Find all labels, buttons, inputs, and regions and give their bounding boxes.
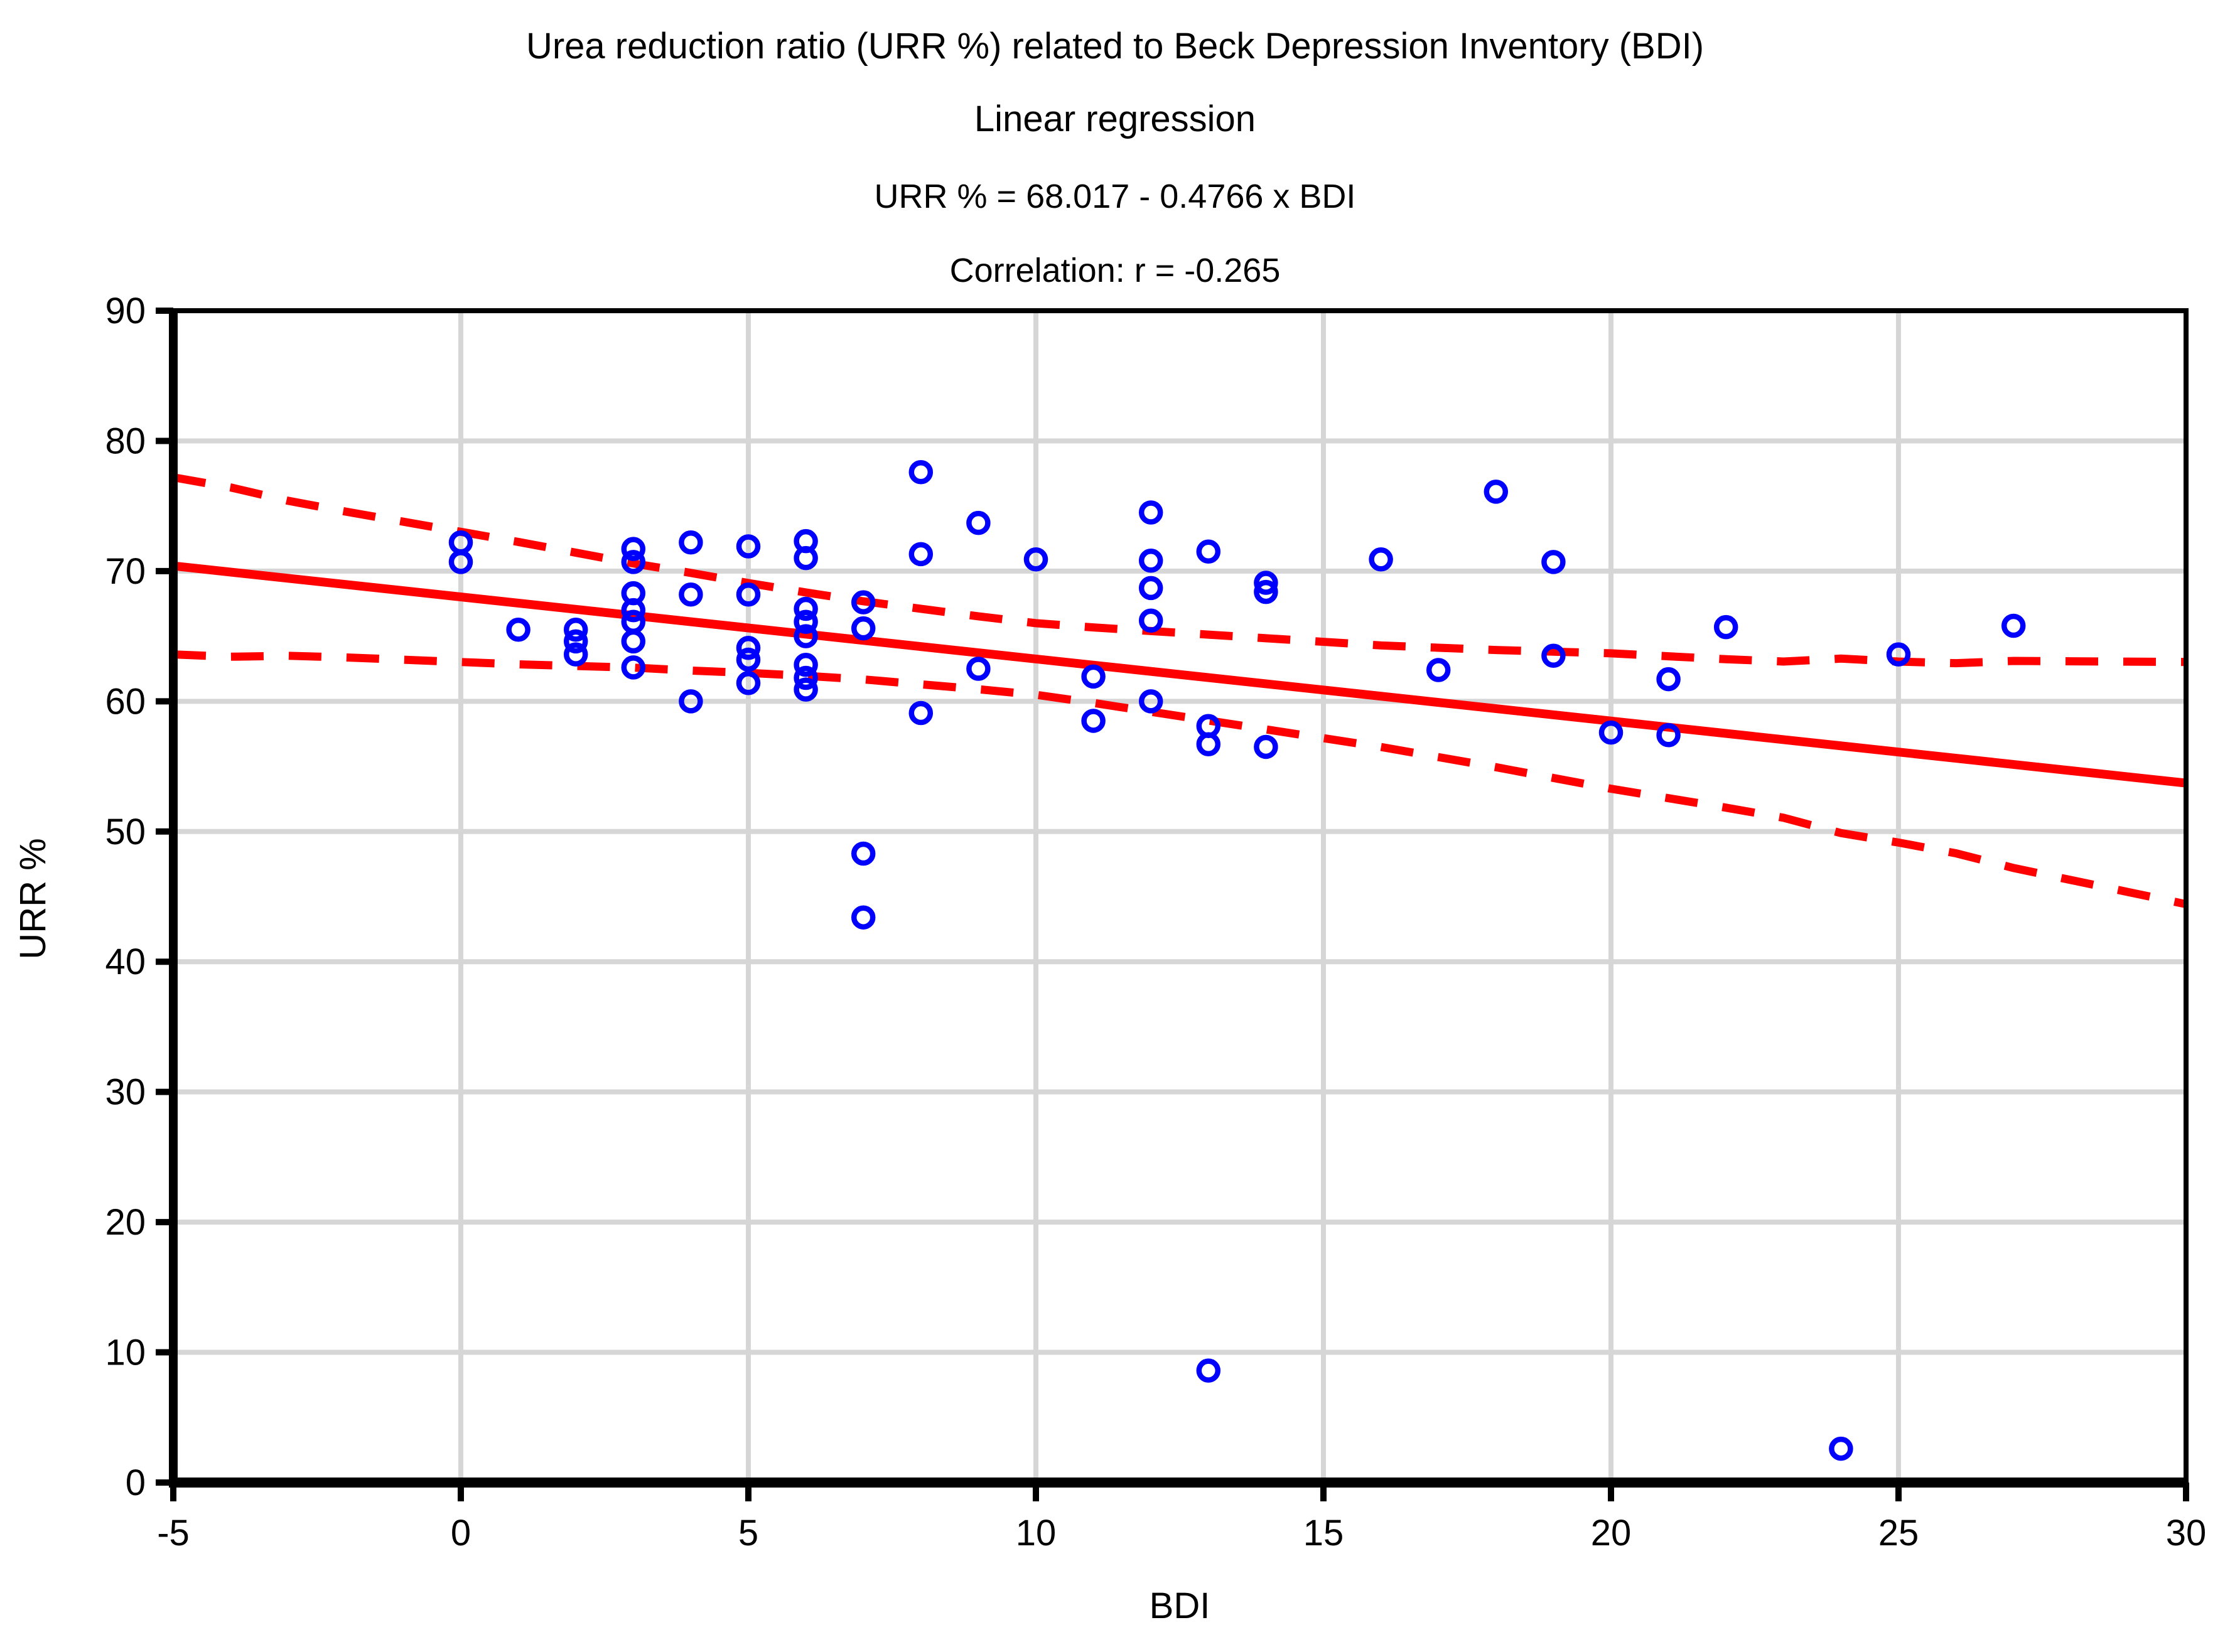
confidence-band-upper [172,473,2187,668]
data-point [679,689,703,714]
data-point [851,616,876,641]
data-point [679,582,703,607]
x-tick-label: 20 [1591,1513,1632,1553]
y-tick-label: 10 [105,1333,146,1373]
data-point [1196,1358,1221,1383]
data-point [621,550,646,574]
x-tick-label: -5 [157,1513,190,1553]
data-point [1656,723,1681,748]
data-point [794,677,818,702]
chart-subtitle: Linear regression [974,99,1256,139]
data-point [1138,689,1163,714]
y-tick-label: 40 [105,941,146,982]
data-point [1426,658,1451,682]
y-tick-label: 30 [105,1072,146,1113]
y-tick-label: 70 [105,551,146,592]
data-point [908,542,934,567]
x-tick-label: 15 [1303,1513,1344,1553]
data-point [1081,709,1106,733]
data-point [1138,608,1163,633]
data-point [1598,720,1624,745]
data-point [1254,734,1278,759]
y-tick-label: 0 [126,1462,146,1503]
data-point [1369,547,1393,572]
data-point [794,596,818,621]
data-point [1254,579,1278,604]
data-point [736,582,761,607]
data-point [1138,549,1163,573]
data-point [679,530,703,555]
x-axis-title: BDI [1150,1585,1210,1626]
y-tick-label: 50 [105,812,146,852]
data-point [966,657,991,681]
data-point [506,617,531,642]
x-tick-label: 25 [1878,1513,1919,1553]
correlation-label: Correlation: r = -0.265 [949,252,1281,289]
data-point [621,655,646,680]
data-point [966,510,991,535]
data-point [621,598,646,623]
data-point [736,647,761,672]
y-tick-label: 90 [105,291,146,331]
data-point [1196,732,1221,757]
data-point [1541,643,1566,668]
data-point [1713,614,1738,640]
y-tick-label: 80 [105,421,146,461]
data-point [1023,547,1048,572]
data-point [851,590,876,614]
data-point [1081,664,1106,689]
data-point [563,642,588,667]
data-point [736,636,761,660]
data-point [1886,642,1911,667]
data-point [1829,1436,1853,1461]
data-point [794,665,818,690]
y-axis-title: URR % [13,838,53,959]
data-point [1656,667,1681,692]
regression-equation: URR % = 68.017 - 0.4766 x BDI [874,178,1356,215]
data-point [563,629,588,654]
x-tick-label: 5 [738,1513,758,1553]
data-point [851,841,876,866]
x-tick-label: 0 [451,1513,471,1553]
data-point [1254,571,1278,595]
data-point [2001,613,2026,638]
y-tick-label: 60 [105,681,146,722]
data-point [1541,550,1566,574]
data-point [1196,539,1221,564]
data-point [1484,480,1509,504]
data-point [448,550,473,574]
data-point [794,624,818,648]
data-point [794,609,818,635]
chart-title: Urea reduction ratio (URR %) related to … [525,26,1705,67]
data-point [621,537,646,561]
data-point [1138,576,1163,601]
data-point [851,905,876,930]
data-point [736,534,761,559]
data-point [794,652,818,677]
data-point [908,459,934,485]
data-point [908,700,934,726]
confidence-band-lower [173,650,2187,908]
regression-line [173,561,2187,788]
data-point [794,545,818,571]
data-point [621,629,646,654]
y-tick-label: 20 [105,1202,146,1243]
x-tick-label: 30 [2166,1513,2207,1553]
data-point [563,617,588,642]
data-point [736,671,761,695]
data-point [1138,500,1163,525]
x-tick-label: 10 [1016,1513,1057,1553]
